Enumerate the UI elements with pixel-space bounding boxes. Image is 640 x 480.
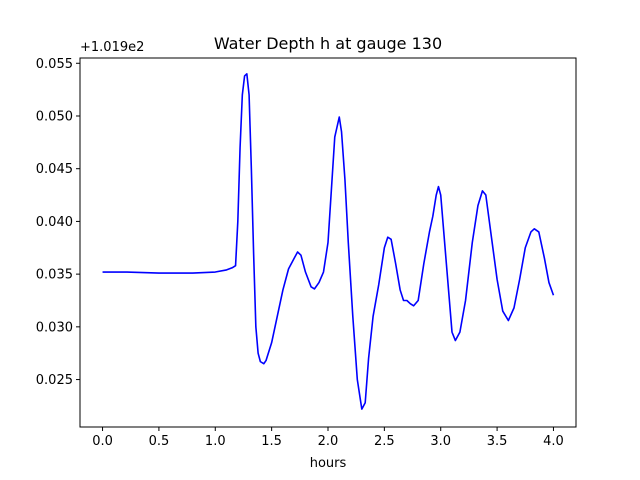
y-axis: 0.025 0.030 0.035 0.040 0.045 0.050 0.055: [36, 57, 80, 388]
y-tick-label: 0.045: [36, 162, 73, 177]
x-tick-label: 3.0: [430, 434, 451, 449]
x-tick-label: 1.0: [205, 434, 226, 449]
y-tick-label: 0.035: [36, 268, 73, 283]
x-axis-label: hours: [310, 456, 347, 471]
series-line-0: [102, 73, 555, 410]
x-tick-label: 2.5: [374, 434, 395, 449]
x-axis: 0.0 0.5 1.0 1.5 2.0 2.5 3.0 3.5 4.0: [92, 427, 564, 449]
y-tick-label: 0.055: [36, 57, 73, 72]
y-tick-label: 0.040: [36, 215, 73, 230]
x-tick-label: 0.0: [92, 434, 113, 449]
chart-title: Water Depth h at gauge 130: [214, 34, 442, 53]
y-axis-offset-label: +1.019e2: [80, 40, 144, 55]
y-tick-label: 0.050: [36, 109, 73, 124]
x-tick-label: 2.0: [318, 434, 339, 449]
x-tick-label: 1.5: [261, 434, 282, 449]
x-tick-label: 3.5: [487, 434, 508, 449]
y-tick-label: 0.025: [36, 373, 73, 388]
x-tick-label: 0.5: [149, 434, 170, 449]
y-tick-label: 0.030: [36, 320, 73, 335]
x-tick-label: 4.0: [543, 434, 564, 449]
